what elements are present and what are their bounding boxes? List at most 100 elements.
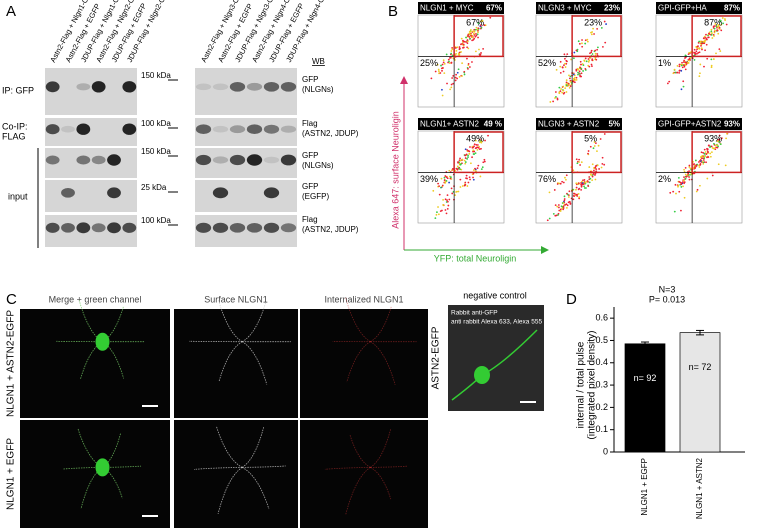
cell-dot	[463, 70, 466, 73]
cell-dot	[674, 71, 677, 74]
cell-dot	[673, 210, 676, 213]
cell-dot	[596, 48, 599, 51]
cell-dot	[593, 145, 596, 147]
cell-dot	[725, 137, 728, 140]
cell-dot	[587, 185, 590, 187]
cell-dot	[565, 174, 568, 177]
y-axis-label: (integrated pixel density)	[587, 331, 598, 440]
cell-dot	[466, 46, 469, 49]
cell-dot	[594, 142, 597, 145]
arrow-head	[400, 76, 408, 84]
cell-dot	[559, 182, 562, 185]
wb-label: GFP	[302, 75, 318, 84]
cell-dot	[565, 178, 567, 181]
cell-dot	[576, 67, 579, 70]
marker-label: 100 kDa	[141, 119, 171, 128]
cell-dot	[719, 20, 722, 23]
cell-dot	[484, 139, 486, 142]
wb-label: (ASTN2, JDUP)	[302, 129, 359, 138]
cell-dot	[572, 169, 575, 172]
wb-label: Flag	[302, 215, 318, 224]
gate	[571, 15, 622, 58]
cell-dot	[465, 41, 467, 43]
marker-label: 150 kDa	[141, 147, 171, 156]
blot-band	[212, 125, 229, 133]
cell-dot	[714, 29, 716, 32]
cell-dot	[567, 196, 570, 198]
wb-label: (ASTN2, JDUP)	[302, 225, 359, 234]
cell-dot	[548, 217, 551, 220]
cell-body	[474, 366, 490, 384]
cell-dot	[467, 181, 470, 184]
cell-dot	[581, 63, 584, 65]
cell-dot	[597, 46, 599, 49]
cell-dot	[459, 186, 462, 188]
cell-dot	[718, 48, 721, 51]
cell-dot	[440, 64, 442, 67]
cell-dot	[469, 178, 471, 181]
cell-dot	[553, 189, 556, 191]
cell-dot	[581, 182, 584, 184]
cell-dot	[587, 64, 590, 67]
arrow-head	[541, 246, 549, 254]
cell-dot	[569, 80, 572, 83]
cell-dot	[680, 186, 683, 188]
plot-percent: 67%	[486, 4, 502, 13]
cell-dot	[559, 65, 562, 68]
blot-band	[195, 222, 212, 233]
cell-dot	[577, 193, 580, 195]
cell-dot	[591, 59, 594, 62]
blot-band	[263, 187, 280, 199]
cell-dot	[568, 77, 571, 80]
blot-band	[91, 223, 106, 233]
cell-dot	[467, 149, 470, 152]
cell-dot	[443, 176, 446, 179]
cell-dot	[466, 39, 469, 41]
cell-dot	[462, 40, 465, 43]
cell-dot	[489, 16, 492, 19]
bar	[624, 343, 666, 453]
cell-dot	[436, 63, 439, 66]
cell-dot	[463, 73, 466, 76]
cell-dot	[594, 166, 597, 169]
cell-dot	[583, 187, 586, 189]
cell-dot	[676, 65, 679, 67]
cell-dot	[712, 58, 715, 60]
cell-dot	[436, 211, 438, 214]
neurite	[216, 426, 243, 468]
wb-label: GFP	[302, 151, 318, 160]
cell-dot	[477, 27, 480, 30]
plot-frame	[417, 130, 505, 224]
cell-dot	[455, 73, 458, 76]
cell-dot	[707, 156, 710, 158]
cell-dot	[470, 29, 472, 31]
blot-strip	[45, 148, 137, 178]
cell-dot	[466, 149, 469, 151]
plot-frame	[655, 14, 743, 108]
blot-band	[280, 223, 297, 233]
cell-dot	[456, 71, 459, 74]
cell-dot	[461, 75, 463, 77]
cell-dot	[562, 70, 565, 73]
cell-dot	[712, 25, 715, 28]
cell-dot	[688, 178, 691, 181]
cell-dot	[697, 51, 700, 54]
cell-dot	[710, 66, 713, 69]
cell-dot	[695, 50, 698, 53]
cell-dot	[474, 147, 477, 150]
plot-percent: 23%	[604, 4, 620, 13]
blot-band	[107, 222, 121, 234]
blot-band	[107, 187, 121, 199]
cell-dot	[475, 34, 478, 37]
cell-dot	[587, 150, 590, 152]
cell-dot	[580, 67, 583, 70]
cell-dot	[459, 168, 461, 171]
cell-dot	[464, 183, 467, 186]
gate-percent: 93%	[704, 133, 722, 143]
cell-dot	[588, 166, 591, 168]
cell-dot	[444, 181, 447, 184]
neurite	[217, 298, 243, 343]
cell-dot	[565, 59, 568, 62]
cell-dot	[706, 177, 709, 180]
cell-dot	[474, 28, 477, 31]
